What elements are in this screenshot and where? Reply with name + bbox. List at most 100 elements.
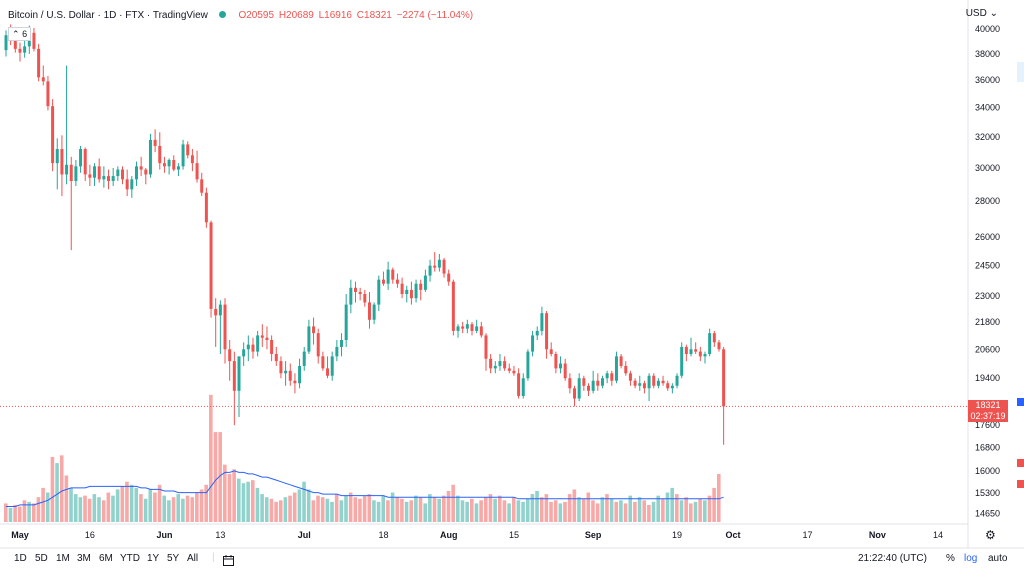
market-open-dot-icon — [218, 10, 226, 18]
volume-bar — [162, 495, 167, 522]
candle — [680, 342, 684, 379]
range-all-button[interactable]: All — [187, 553, 199, 564]
volume-bar — [339, 500, 344, 522]
volume-bar — [437, 498, 441, 522]
candle — [69, 156, 73, 251]
candle — [316, 328, 320, 364]
candle — [158, 132, 162, 170]
range-1y-button[interactable]: 1Y — [147, 553, 160, 564]
candle-body — [344, 304, 348, 341]
currency-selector[interactable]: USD ⌄ — [966, 8, 998, 19]
candle — [675, 373, 679, 389]
candle-body — [274, 353, 278, 362]
time-tick-label: Jul — [298, 530, 311, 540]
chart-legend: Bitcoin / U.S. Dollar · 1D · FTX · Tradi… — [8, 9, 473, 23]
percent-scale-button[interactable]: % — [946, 553, 955, 564]
candle — [531, 330, 535, 357]
range-ytd-button[interactable]: YTD — [120, 553, 140, 564]
volume-bar — [73, 494, 78, 522]
candle-body — [596, 380, 600, 386]
candle-body — [23, 46, 27, 53]
candle-body — [559, 363, 563, 369]
volume-bar — [59, 455, 64, 522]
candle — [37, 43, 41, 82]
candle-body — [288, 370, 292, 381]
volume-bar — [661, 498, 665, 522]
candle-body — [717, 342, 721, 350]
time-axis[interactable]: May 16 Jun 13 Jul 18 Aug 15 Sep 19 Oct 17 Nov 14 ⚙ — [11, 528, 996, 542]
candle — [172, 155, 176, 172]
candle — [619, 353, 623, 369]
candle-body — [475, 326, 479, 331]
candle-body — [451, 281, 455, 331]
candle — [689, 337, 693, 357]
candle — [656, 378, 660, 389]
volume-bar — [483, 497, 488, 522]
volume-bar — [707, 495, 712, 522]
candle-body — [708, 333, 712, 354]
volume-bar — [372, 500, 376, 522]
candle-body — [148, 139, 152, 175]
range-1d-button[interactable]: 1D — [14, 553, 27, 564]
candle-body — [51, 106, 55, 164]
candle — [381, 271, 385, 286]
volume-bar — [27, 501, 31, 522]
candle-body — [666, 383, 670, 389]
volume-bar — [581, 498, 586, 522]
volume-bar — [465, 501, 469, 522]
date-range-icon[interactable] — [222, 554, 235, 567]
volume-bar — [716, 473, 721, 522]
candle-body — [60, 149, 64, 175]
time-tick-label: Oct — [725, 530, 740, 540]
candle-body — [209, 222, 213, 309]
candle-body — [93, 166, 97, 178]
volume-bar — [176, 494, 181, 522]
candle — [545, 311, 549, 359]
price-tick-label: 34000 — [975, 103, 1000, 113]
volume-bar — [36, 497, 41, 522]
range-3m-button[interactable]: 3M — [77, 553, 91, 564]
candle-body — [670, 385, 674, 389]
volume-bar — [549, 501, 553, 522]
range-1m-button[interactable]: 1M — [56, 553, 70, 564]
range-6m-button[interactable]: 6M — [99, 553, 113, 564]
candle — [456, 324, 460, 338]
time-tick-label: Sep — [585, 530, 602, 540]
volume-bar — [381, 495, 386, 522]
chevron-down-icon: ⌄ — [989, 8, 998, 19]
candle-body — [661, 380, 665, 384]
price-axis[interactable]: 40000 38000 36000 34000 32000 30000 28000 26000… — [975, 24, 1000, 519]
range-5d-button[interactable]: 5D — [35, 553, 48, 564]
volume-bar — [642, 500, 647, 522]
symbol-title[interactable]: Bitcoin / U.S. Dollar · 1D · FTX · Tradi… — [8, 10, 208, 21]
volume-bar — [670, 487, 674, 522]
auto-scale-button[interactable]: auto — [988, 553, 1008, 564]
range-5y-button[interactable]: 5Y — [167, 553, 180, 564]
candle-body — [134, 166, 138, 180]
candle-body — [111, 176, 115, 181]
candle — [358, 287, 362, 301]
log-scale-button[interactable]: log — [964, 553, 978, 564]
candle — [628, 370, 632, 386]
candle — [661, 375, 665, 386]
volume-bar — [306, 489, 311, 522]
candle — [60, 135, 64, 197]
volume-bar — [362, 495, 367, 522]
candle — [307, 319, 311, 354]
candle-body — [363, 294, 367, 303]
indicator-toggle-button[interactable]: ⌃ 6 — [8, 27, 32, 41]
candle-body — [190, 155, 194, 164]
candle-body — [204, 192, 208, 223]
candle-body — [479, 326, 483, 336]
candle-body — [638, 383, 642, 386]
utc-clock[interactable]: 21:22:40 (UTC) — [858, 553, 927, 564]
current-price-tag: 18321 02:37:19 — [968, 400, 1008, 423]
candle — [130, 176, 134, 198]
candle — [428, 259, 432, 282]
volume-bar — [600, 497, 605, 522]
candle — [582, 375, 586, 391]
candle — [326, 356, 330, 379]
settings-gear-icon[interactable]: ⚙ — [985, 528, 996, 542]
candle-body — [531, 335, 535, 352]
